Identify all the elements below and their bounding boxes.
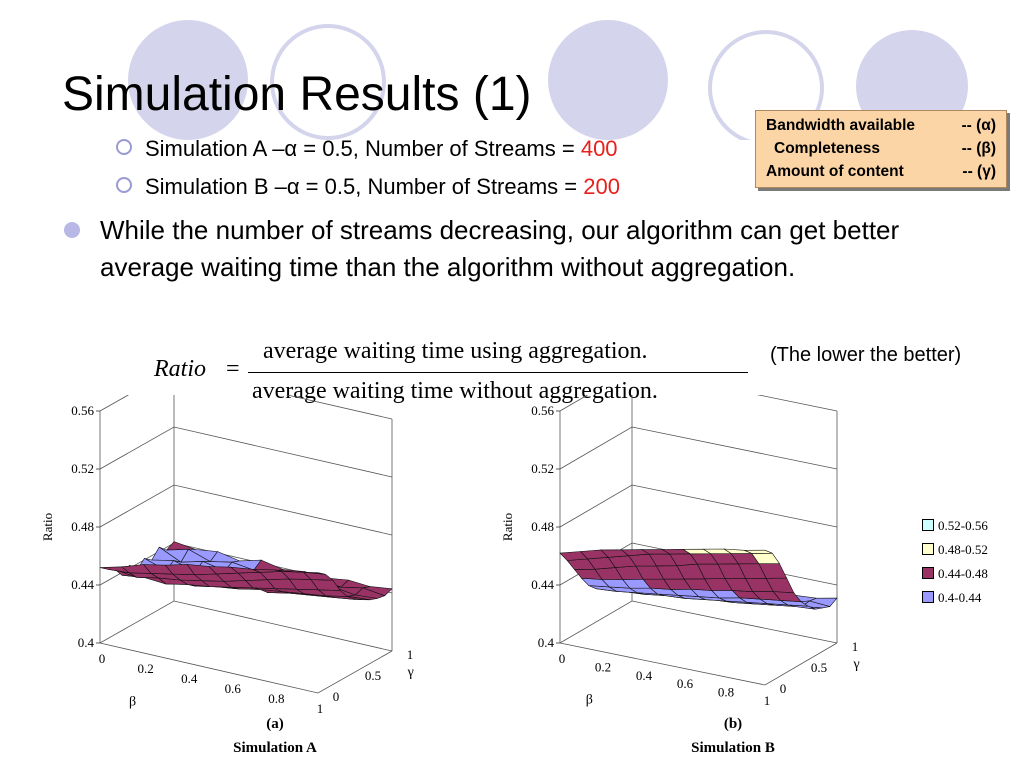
chart-b-caption: Simulation B	[691, 740, 775, 756]
sub-b-value: 200	[583, 174, 620, 199]
y-axis-label: γ	[853, 657, 860, 672]
sub-a-text: Simulation A –α = 0.5, Number of Streams…	[145, 136, 581, 161]
slide-title: Simulation Results (1)	[62, 68, 532, 121]
z-tick-label: 0.4	[78, 635, 95, 650]
floor-edge	[559, 642, 838, 686]
floor-edge	[99, 642, 393, 694]
y-tick-label: 1	[407, 647, 414, 662]
z-axis-label: Ratio	[40, 513, 55, 541]
surface-chart-a: 0.40.440.480.520.5600.20.40.60.8100.51Ra…	[40, 395, 414, 716]
x-tick-label: 1	[764, 693, 771, 708]
z-tick-label: 0.48	[531, 519, 554, 534]
legend-label: Completeness	[774, 140, 880, 157]
legend-swatch	[922, 519, 934, 531]
ring-bullet-icon	[116, 177, 132, 193]
surface-cell	[165, 541, 196, 551]
parameter-legend-box: Bandwidth available -- (α) Completeness …	[755, 110, 1007, 188]
legend-entry: 0.4-0.44	[922, 590, 981, 606]
x-tick-label: 0.6	[225, 681, 242, 696]
x-axis-label: β	[129, 695, 136, 710]
z-tick-label: 0.4	[538, 635, 555, 650]
wall-gridline	[559, 600, 838, 644]
legend-entry: 0.48-0.52	[922, 542, 988, 558]
legend-symbol: -- (β)	[961, 140, 996, 157]
y-axis-label: γ	[407, 665, 414, 680]
legend-symbol: -- (α)	[961, 117, 996, 134]
legend-swatch	[922, 567, 934, 579]
z-tick-label: 0.52	[531, 461, 554, 476]
chart-b-panel-label: (b)	[723, 716, 743, 732]
main-bullet-text: While the number of streams decreasing, …	[100, 215, 900, 282]
legend-entry-label: 0.48-0.52	[938, 542, 988, 557]
x-tick-label: 0.4	[636, 668, 653, 683]
wall-gridline	[559, 426, 838, 470]
surface-cell	[296, 571, 326, 575]
z-axis-label: Ratio	[500, 513, 515, 541]
legend-swatch	[922, 591, 934, 603]
x-tick-label: 0.2	[595, 659, 611, 674]
x-tick-label: 0	[559, 651, 566, 666]
color-range-legend: 0.52-0.56 0.48-0.52 0.44-0.48 0.4-0.44	[918, 514, 1024, 610]
decorative-circles	[128, 20, 968, 140]
surface-chart-b: 0.40.440.480.520.5600.20.40.60.8100.51Ra…	[500, 395, 860, 708]
deco-circle	[128, 20, 248, 140]
lower-better-note: (The lower the better)	[770, 344, 962, 366]
wall-gridline	[559, 395, 838, 412]
y-tick-label: 0.5	[365, 668, 381, 683]
wall-gridline	[99, 395, 393, 420]
sub-bullet-a: Simulation A –α = 0.5, Number of Streams…	[116, 136, 618, 162]
x-tick-label: 0	[99, 651, 106, 666]
wall-gridline	[99, 484, 393, 536]
x-tick-label: 0.4	[181, 671, 198, 686]
y-tick-label: 0.5	[811, 660, 827, 675]
legend-label: Amount of content	[766, 163, 904, 180]
legend-entry: 0.44-0.48	[922, 566, 988, 582]
surface-cell	[744, 549, 773, 554]
sub-bullet-b: Simulation B –α = 0.5, Number of Streams…	[116, 174, 620, 200]
formula-equals: =	[226, 356, 240, 382]
fraction-bar	[248, 372, 748, 373]
wall-gridline	[99, 600, 393, 652]
chart-a-panel-label: (a)	[266, 716, 284, 732]
wall-gridline	[559, 484, 838, 528]
z-tick-label: 0.56	[531, 403, 554, 418]
x-axis-label: β	[586, 693, 593, 708]
z-tick-label: 0.48	[71, 519, 94, 534]
x-tick-label: 0.6	[677, 676, 694, 691]
x-tick-label: 0.8	[268, 691, 284, 706]
z-tick-label: 0.44	[531, 577, 554, 592]
formula-denominator: average waiting time without aggregation…	[252, 378, 658, 404]
y-tick-label: 0	[333, 689, 340, 704]
legend-symbol: -- (γ)	[962, 163, 996, 180]
x-tick-label: 1	[317, 701, 324, 716]
z-tick-label: 0.44	[71, 577, 94, 592]
sub-a-value: 400	[580, 136, 618, 161]
legend-entry: 0.52-0.56	[922, 518, 988, 534]
y-tick-label: 1	[852, 639, 859, 654]
ring-bullet-icon	[116, 139, 132, 155]
legend-entry-label: 0.4-0.44	[938, 590, 982, 605]
y-tick-label: 0	[780, 681, 787, 696]
filled-bullet-icon	[64, 222, 80, 238]
deco-circle	[548, 20, 668, 140]
z-tick-label: 0.56	[71, 403, 94, 418]
legend-swatch	[922, 543, 934, 555]
wall-gridline	[99, 426, 393, 478]
formula-numerator: average waiting time using aggregation.	[263, 338, 648, 364]
sub-b-text: Simulation B –α = 0.5, Number of Streams…	[145, 174, 584, 199]
legend-entry-label: 0.44-0.48	[938, 566, 988, 581]
x-tick-label: 0.2	[137, 661, 153, 676]
deco-circle	[708, 30, 824, 140]
x-tick-label: 0.8	[718, 685, 734, 700]
legend-entry-label: 0.52-0.56	[938, 518, 988, 533]
chart-a-caption: Simulation A	[233, 740, 317, 756]
deco-circle	[270, 24, 386, 140]
z-tick-label: 0.52	[71, 461, 94, 476]
legend-label: Bandwidth available	[766, 117, 916, 134]
formula-lhs: Ratio	[154, 356, 206, 382]
